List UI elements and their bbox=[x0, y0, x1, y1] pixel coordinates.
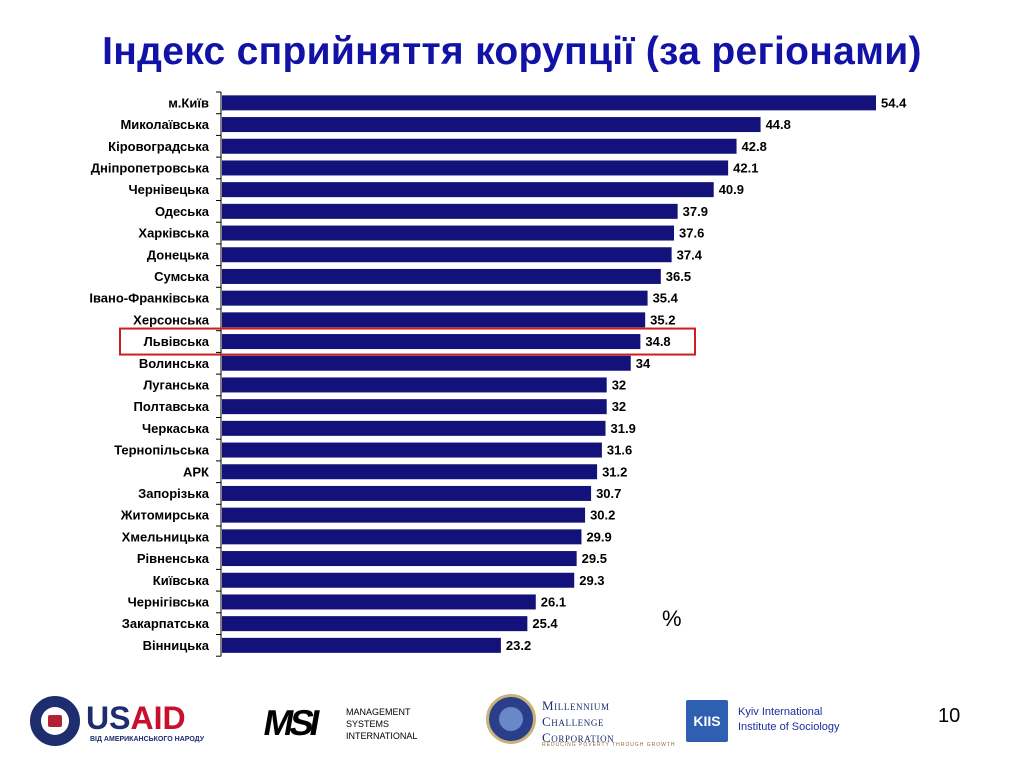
category-label: Львівська bbox=[144, 334, 210, 349]
value-label: 36.5 bbox=[666, 269, 691, 284]
msi-logo: MSI MANAGEMENT SYSTEMS INTERNATIONAL bbox=[260, 702, 444, 746]
mcc-logo: Millennium Challenge Corporation REDUCIN… bbox=[486, 694, 675, 750]
value-label: 32 bbox=[612, 377, 626, 392]
slide-title: Індекс сприйняття корупції (за регіонами… bbox=[102, 30, 922, 73]
category-label: Чернігівська bbox=[128, 594, 210, 609]
bar-chart: м.Київ 54.4 Миколаївська 44.8 Кіровоградська… bbox=[89, 91, 907, 657]
category-label: Миколаївська bbox=[120, 117, 209, 132]
usaid-tagline: ВІД АМЕРИКАНСЬКОГО НАРОДУ bbox=[90, 736, 205, 743]
value-label: 42.8 bbox=[742, 139, 767, 154]
value-label: 29.3 bbox=[579, 573, 604, 588]
category-label: Дніпропетровська bbox=[91, 160, 210, 175]
bar bbox=[222, 182, 714, 198]
mcc-globe-icon bbox=[486, 694, 536, 744]
bar bbox=[222, 138, 737, 154]
value-label: 35.2 bbox=[650, 312, 675, 327]
category-label: Чернівецька bbox=[128, 182, 209, 197]
category-label: АРК bbox=[183, 464, 209, 479]
value-label: 40.9 bbox=[719, 182, 744, 197]
category-label: Херсонська bbox=[133, 312, 210, 327]
value-label: 44.8 bbox=[766, 117, 791, 132]
value-label: 37.6 bbox=[679, 226, 704, 241]
page-number: 10 bbox=[938, 705, 961, 727]
msi-text: MANAGEMENT SYSTEMS INTERNATIONAL bbox=[346, 707, 418, 741]
kiis-logo: KIIS Kyiv International Institute of Soc… bbox=[686, 700, 876, 744]
category-label: Донецька bbox=[147, 247, 210, 262]
value-label: 31.6 bbox=[607, 443, 632, 458]
bar bbox=[222, 485, 592, 501]
kiis-text: Kyiv International Institute of Sociolog… bbox=[738, 706, 840, 733]
highlight-box bbox=[119, 327, 696, 356]
value-label: 42.1 bbox=[733, 160, 758, 175]
value-label: 31.2 bbox=[602, 464, 627, 479]
usaid-wordmark: USAID bbox=[86, 700, 186, 736]
category-label: Харківська bbox=[138, 226, 209, 241]
value-label: 30.2 bbox=[590, 508, 615, 523]
bar bbox=[222, 312, 646, 328]
unit-label: % bbox=[662, 606, 682, 631]
bar bbox=[222, 420, 606, 436]
category-label: Запорізька bbox=[138, 486, 210, 501]
bar bbox=[222, 507, 586, 523]
value-label: 34.8 bbox=[645, 334, 670, 349]
bar bbox=[222, 637, 501, 653]
category-label: Хмельницька bbox=[122, 529, 210, 544]
bar bbox=[222, 529, 582, 545]
category-label: Закарпатська bbox=[122, 616, 210, 631]
value-label: 31.9 bbox=[611, 421, 636, 436]
bar bbox=[222, 442, 602, 458]
value-label: 54.4 bbox=[881, 95, 907, 110]
usaid-logo: USAID ВІД АМЕРИКАНСЬКОГО НАРОДУ bbox=[30, 694, 210, 750]
bar bbox=[222, 290, 648, 306]
bar bbox=[222, 160, 729, 176]
value-label: 35.4 bbox=[653, 291, 679, 306]
bar bbox=[222, 268, 661, 284]
mcc-tagline: REDUCING POVERTY THROUGH GROWTH bbox=[542, 742, 676, 748]
value-label: 32 bbox=[612, 399, 626, 414]
value-label: 23.2 bbox=[506, 638, 531, 653]
bar bbox=[222, 203, 678, 219]
bar bbox=[222, 95, 876, 111]
value-label: 29.9 bbox=[586, 529, 611, 544]
category-label: Вінницька bbox=[143, 638, 210, 653]
category-label: Тернопільська bbox=[114, 443, 210, 458]
bar bbox=[222, 464, 598, 480]
bar bbox=[222, 117, 761, 133]
value-label: 37.4 bbox=[677, 247, 703, 262]
category-label: Черкаська bbox=[142, 421, 210, 436]
bar bbox=[222, 334, 641, 350]
usaid-seal-icon bbox=[30, 696, 80, 746]
category-label: Київська bbox=[153, 573, 210, 588]
msi-mark: MSI bbox=[260, 702, 320, 743]
bar bbox=[222, 572, 575, 588]
bar bbox=[222, 594, 536, 610]
mcc-text: Millennium Challenge Corporation bbox=[542, 698, 615, 745]
category-label: Івано-Франківська bbox=[89, 291, 209, 306]
value-label: 25.4 bbox=[532, 616, 558, 631]
category-label: Одеська bbox=[155, 204, 210, 219]
bar bbox=[222, 551, 577, 567]
value-label: 26.1 bbox=[541, 594, 566, 609]
category-label: Луганська bbox=[143, 377, 210, 392]
category-label: Сумська bbox=[154, 269, 210, 284]
bar bbox=[222, 225, 675, 241]
category-label: м.Київ bbox=[168, 95, 209, 110]
category-label: Рівненська bbox=[137, 551, 210, 566]
value-label: 30.7 bbox=[596, 486, 621, 501]
category-label: Полтавська bbox=[134, 399, 210, 414]
category-label: Житомирська bbox=[120, 508, 210, 523]
bar bbox=[222, 377, 607, 393]
kiis-mark: KIIS bbox=[686, 700, 728, 742]
value-label: 29.5 bbox=[582, 551, 607, 566]
value-label: 34 bbox=[636, 356, 651, 371]
bar bbox=[222, 399, 607, 415]
category-label: Кіровоградська bbox=[108, 139, 210, 154]
bar bbox=[222, 355, 631, 371]
category-label: Волинська bbox=[139, 356, 210, 371]
bar bbox=[222, 247, 672, 263]
bar bbox=[222, 616, 528, 632]
value-label: 37.9 bbox=[683, 204, 708, 219]
